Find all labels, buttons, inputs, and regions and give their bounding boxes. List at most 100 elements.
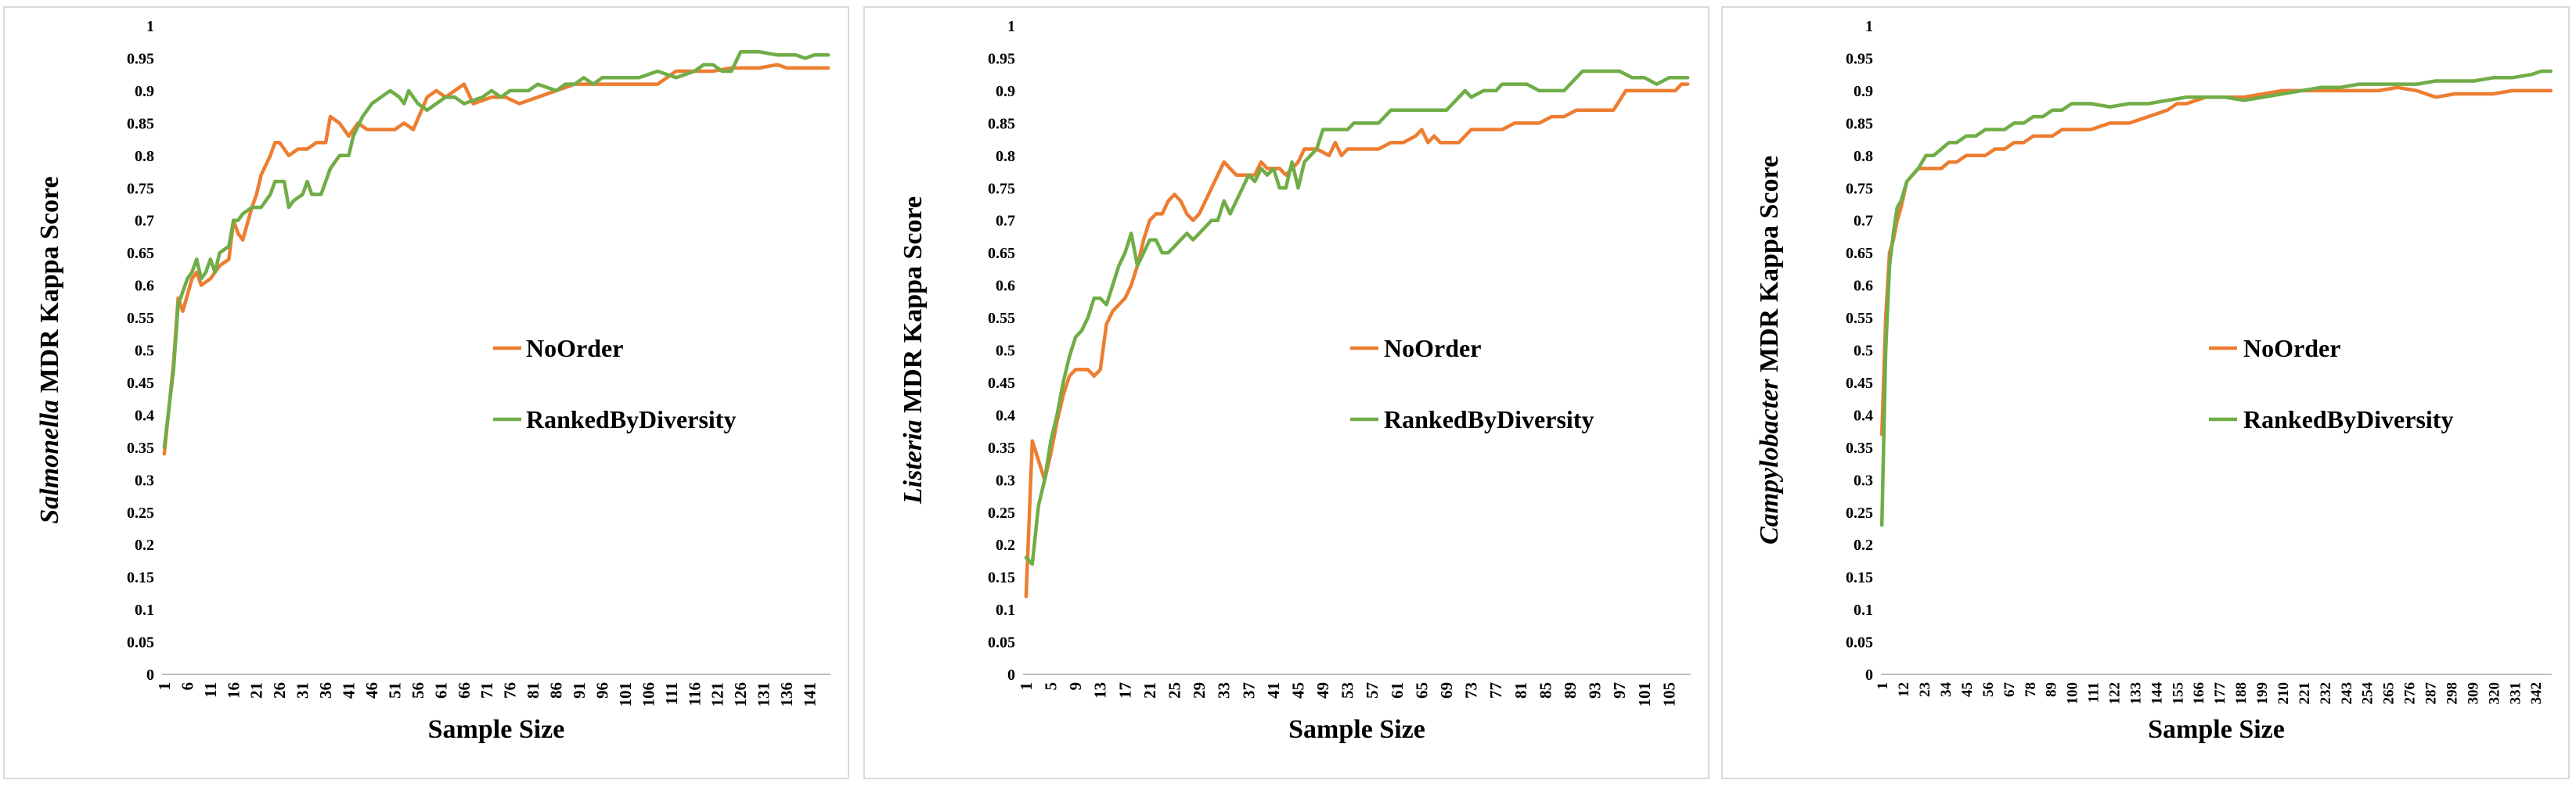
- y-tick-label: 0.5: [996, 343, 1015, 360]
- x-axis-title: Sample Size: [1288, 715, 1425, 744]
- y-axis-title-organism: Campylobacter: [1755, 379, 1784, 544]
- y-tick-label: 0.1: [135, 602, 154, 619]
- x-tick-label: 61: [431, 682, 450, 699]
- series-line-noorder: [1024, 82, 1690, 598]
- x-tick-label: 106: [639, 682, 658, 707]
- legend-label-ranked: RankedByDiversity: [2243, 405, 2453, 433]
- x-tick-label: 91: [570, 682, 589, 699]
- legend-label-noorder: NoOrder: [526, 334, 623, 362]
- series-line-ranked: [1879, 69, 2553, 527]
- x-tick-label: 232: [2318, 682, 2334, 705]
- y-tick-label: 0.85: [127, 115, 154, 132]
- y-tick-label: 0.05: [988, 634, 1015, 652]
- legend-label-ranked: RankedByDiversity: [1384, 405, 1594, 433]
- y-tick-label: 0.85: [1846, 115, 1873, 132]
- x-tick-label: 89: [2044, 682, 2060, 697]
- x-tick-label: 29: [1190, 682, 1209, 699]
- y-tick-label: 0.6: [135, 278, 154, 295]
- x-tick-label: 287: [2423, 682, 2440, 705]
- x-tick-label: 141: [800, 682, 819, 707]
- y-tick-label: 0.3: [996, 472, 1015, 489]
- x-tick-label: 41: [1264, 682, 1283, 699]
- y-tick-label: 0.05: [127, 634, 154, 652]
- x-tick-label: 17: [1115, 682, 1134, 699]
- y-tick-label: 1: [1865, 18, 1873, 35]
- x-tick-label: 51: [385, 682, 404, 699]
- y-tick-label: 0.75: [127, 180, 154, 197]
- x-tick-label: 45: [1288, 682, 1307, 699]
- x-tick-label: 77: [1486, 682, 1505, 699]
- x-axis-title: Sample Size: [2148, 715, 2285, 744]
- x-tick-label: 126: [731, 682, 750, 707]
- x-tick-label: 21: [247, 682, 266, 699]
- y-tick-label: 0.85: [988, 115, 1015, 132]
- y-tick-label: 0.55: [1846, 310, 1873, 327]
- y-tick-label: 0.6: [1854, 278, 1873, 295]
- chart-panel-listeria: [863, 6, 1710, 779]
- legend-label-noorder: NoOrder: [1384, 334, 1481, 362]
- y-tick-label: 0.1: [996, 602, 1015, 619]
- x-tick-label: 65: [1412, 682, 1431, 699]
- x-tick-label: 41: [340, 682, 358, 699]
- x-tick-label: 57: [1363, 682, 1382, 699]
- y-tick-label: 0.3: [135, 472, 154, 489]
- y-tick-label: 0.5: [135, 343, 154, 360]
- x-tick-label: 276: [2402, 682, 2419, 705]
- y-tick-label: 0.95: [988, 50, 1015, 67]
- y-tick-label: 0.25: [1846, 505, 1873, 522]
- legend-label-noorder: NoOrder: [2243, 334, 2340, 362]
- y-tick-label: 0: [146, 667, 154, 684]
- y-tick-label: 0.4: [996, 407, 1015, 424]
- x-tick-label: 85: [1536, 682, 1555, 699]
- x-tick-label: 5: [1042, 682, 1061, 691]
- y-tick-label: 0.3: [1854, 472, 1873, 489]
- y-tick-label: 0: [1007, 667, 1015, 684]
- x-tick-label: 144: [2149, 682, 2165, 705]
- x-tick-label: 61: [1388, 682, 1407, 699]
- x-tick-label: 116: [685, 682, 704, 706]
- x-tick-label: 23: [1917, 682, 1933, 697]
- x-tick-label: 342: [2528, 682, 2545, 705]
- y-tick-label: 0.05: [1846, 634, 1873, 652]
- x-tick-label: 166: [2191, 682, 2207, 705]
- x-tick-label: 309: [2465, 682, 2481, 705]
- y-tick-label: 0.9: [996, 83, 1015, 100]
- x-tick-label: 177: [2212, 682, 2228, 705]
- x-tick-label: 9: [1066, 682, 1085, 691]
- x-tick-label: 320: [2486, 682, 2502, 705]
- x-tick-label: 199: [2254, 682, 2271, 705]
- y-axis-title-metric: MDR Kappa Score: [35, 176, 64, 400]
- series-line-ranked: [162, 49, 830, 450]
- x-tick-label: 53: [1338, 682, 1357, 699]
- x-tick-label: 6: [178, 682, 196, 691]
- x-tick-label: 33: [1215, 682, 1234, 699]
- x-tick-label: 73: [1462, 682, 1481, 699]
- chart-panel-salmonella: [3, 6, 849, 779]
- x-tick-label: 101: [1635, 682, 1654, 707]
- x-tick-label: 155: [2170, 682, 2186, 705]
- x-tick-label: 37: [1239, 682, 1258, 699]
- x-tick-label: 12: [1896, 682, 1912, 697]
- y-tick-label: 0.6: [996, 278, 1015, 295]
- y-tick-label: 0.35: [1846, 440, 1873, 457]
- y-tick-label: 0.8: [996, 148, 1015, 165]
- x-tick-label: 78: [2023, 682, 2039, 697]
- x-tick-label: 1: [155, 682, 174, 691]
- x-tick-label: 96: [593, 682, 611, 699]
- y-tick-label: 1: [146, 18, 154, 35]
- y-tick-label: 0.15: [127, 570, 154, 587]
- x-tick-label: 66: [455, 682, 474, 699]
- x-tick-label: 89: [1561, 682, 1580, 699]
- x-tick-label: 136: [777, 682, 796, 707]
- x-tick-label: 188: [2233, 682, 2250, 705]
- y-tick-label: 0.9: [1854, 83, 1873, 100]
- x-tick-label: 25: [1166, 682, 1184, 699]
- x-tick-label: 69: [1437, 682, 1456, 699]
- x-tick-label: 221: [2297, 682, 2313, 705]
- y-tick-label: 0.7: [1854, 213, 1873, 230]
- x-tick-label: 331: [2507, 682, 2524, 705]
- x-tick-label: 111: [2086, 682, 2102, 703]
- x-tick-label: 86: [547, 682, 566, 699]
- x-tick-label: 100: [2065, 682, 2081, 705]
